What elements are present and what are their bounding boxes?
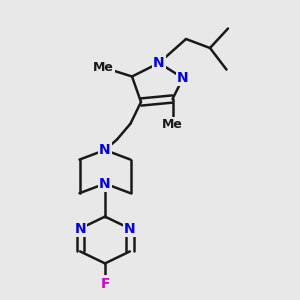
Text: Me: Me bbox=[93, 61, 114, 74]
Text: N: N bbox=[177, 71, 189, 85]
Text: N: N bbox=[74, 222, 86, 236]
Text: N: N bbox=[153, 56, 165, 70]
Text: N: N bbox=[99, 143, 111, 157]
Text: N: N bbox=[124, 222, 136, 236]
Text: F: F bbox=[100, 277, 110, 290]
Text: N: N bbox=[99, 177, 111, 190]
Text: Me: Me bbox=[162, 118, 183, 131]
